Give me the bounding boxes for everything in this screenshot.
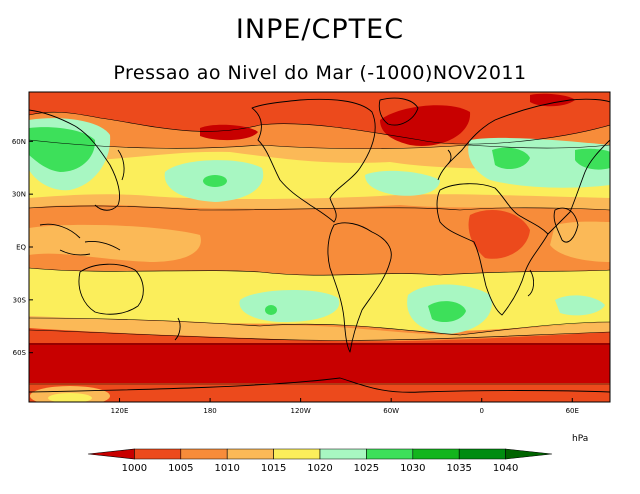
coast-india	[553, 207, 579, 243]
coast-eurasia	[29, 98, 610, 235]
colorbar-level-label: 1005	[168, 463, 193, 474]
isobar-1010-north	[29, 139, 610, 150]
colorbar-swatch	[226, 448, 274, 460]
lat-tick-label: 60S	[13, 349, 27, 357]
colorbar-level-label: 1025	[354, 463, 379, 474]
field-south-atlantic-high	[428, 301, 466, 323]
field-indian-high	[555, 295, 605, 316]
coast-uk	[447, 149, 452, 165]
coast-indonesia	[39, 223, 121, 256]
field-south-pacific-high	[265, 305, 277, 315]
coast-greenland	[378, 97, 419, 126]
field-euro-high	[492, 147, 530, 170]
field-band-southern-ridge	[29, 316, 610, 341]
field-band-antarctic-edge	[29, 383, 610, 402]
isobar-1005-north	[29, 111, 610, 145]
colorbar-level-label: 1015	[261, 463, 286, 474]
colorbar-swatch	[505, 448, 553, 460]
coast-africa	[436, 183, 549, 316]
colorbar-level-label: 1020	[307, 463, 332, 474]
colorbar-swatch	[412, 448, 460, 460]
colorbar-level-label: 1035	[446, 463, 471, 474]
map-title: INPE/CPTEC	[235, 14, 405, 45]
coast-new-zealand	[174, 317, 181, 341]
field-north-trough	[29, 92, 610, 145]
field-pacific-high	[203, 175, 227, 187]
isobar-1005-south	[29, 329, 610, 341]
colorbar-level-label: 1000	[122, 463, 147, 474]
field-band-south-trough	[29, 328, 610, 345]
isobar-lines	[29, 111, 610, 385]
lon-tick-label: 180	[203, 407, 216, 415]
colorbar-swatch	[366, 448, 414, 460]
field-band-antarctic-low	[29, 343, 610, 385]
coast-antarctica	[29, 377, 610, 393]
coast-north-america	[251, 98, 376, 223]
colorbar-swatch	[134, 448, 182, 460]
axis-ticks: 120E 180 120W 60W 0 60E 60N 30N EQ 30S 60S	[12, 138, 579, 415]
colorbar-swatch	[273, 448, 321, 460]
colorbar-level-label: 1040	[493, 463, 518, 474]
colorbar-swatch	[87, 448, 135, 460]
pressure-field	[29, 92, 610, 402]
lat-tick-label: EQ	[16, 244, 26, 252]
lat-tick-label: 30S	[13, 296, 27, 304]
lon-tick-label: 0	[479, 407, 483, 415]
field-antarctic-high-core	[48, 393, 92, 402]
field-south-pacific-high-outer	[239, 289, 340, 322]
isobar-1010-south	[29, 317, 610, 336]
lat-tick-label: 60N	[12, 138, 26, 146]
field-arctic-low	[530, 93, 575, 107]
coast-australia	[78, 263, 144, 315]
field-siberian-high	[29, 127, 96, 172]
lon-tick-label: 120E	[111, 407, 129, 415]
isobar-1015-south	[29, 267, 610, 276]
colorbar-swatch	[180, 448, 228, 460]
field-africa-low	[468, 210, 530, 259]
field-equatorial-trough-east	[550, 221, 610, 262]
coastlines	[29, 97, 610, 393]
isobar-1015-north	[29, 205, 610, 211]
lat-tick-label: 30N	[12, 191, 26, 199]
colorbar-level-label: 1030	[400, 463, 425, 474]
colorbar-level-label: 1010	[214, 463, 239, 474]
field-equatorial-trough	[29, 224, 201, 262]
lon-tick-label: 60E	[566, 407, 579, 415]
lon-tick-label: 60W	[383, 407, 399, 415]
coast-japan	[117, 149, 125, 181]
field-azores-high-outer	[365, 170, 440, 196]
map-subtitle: Pressao ao Nivel do Mar (-1000)NOV2011	[113, 62, 527, 84]
coast-south-america	[327, 222, 392, 353]
colorbar-swatch	[319, 448, 367, 460]
colorbar: 1000 1005 1010 1015 1020 1025 1030 1035 1040	[87, 448, 553, 474]
lon-tick-label: 120W	[290, 407, 310, 415]
colorbar-swatch	[458, 448, 506, 460]
colorbar-unit: hPa	[572, 434, 589, 444]
field-icelandic-low	[380, 105, 471, 146]
coast-madagascar	[527, 269, 535, 297]
